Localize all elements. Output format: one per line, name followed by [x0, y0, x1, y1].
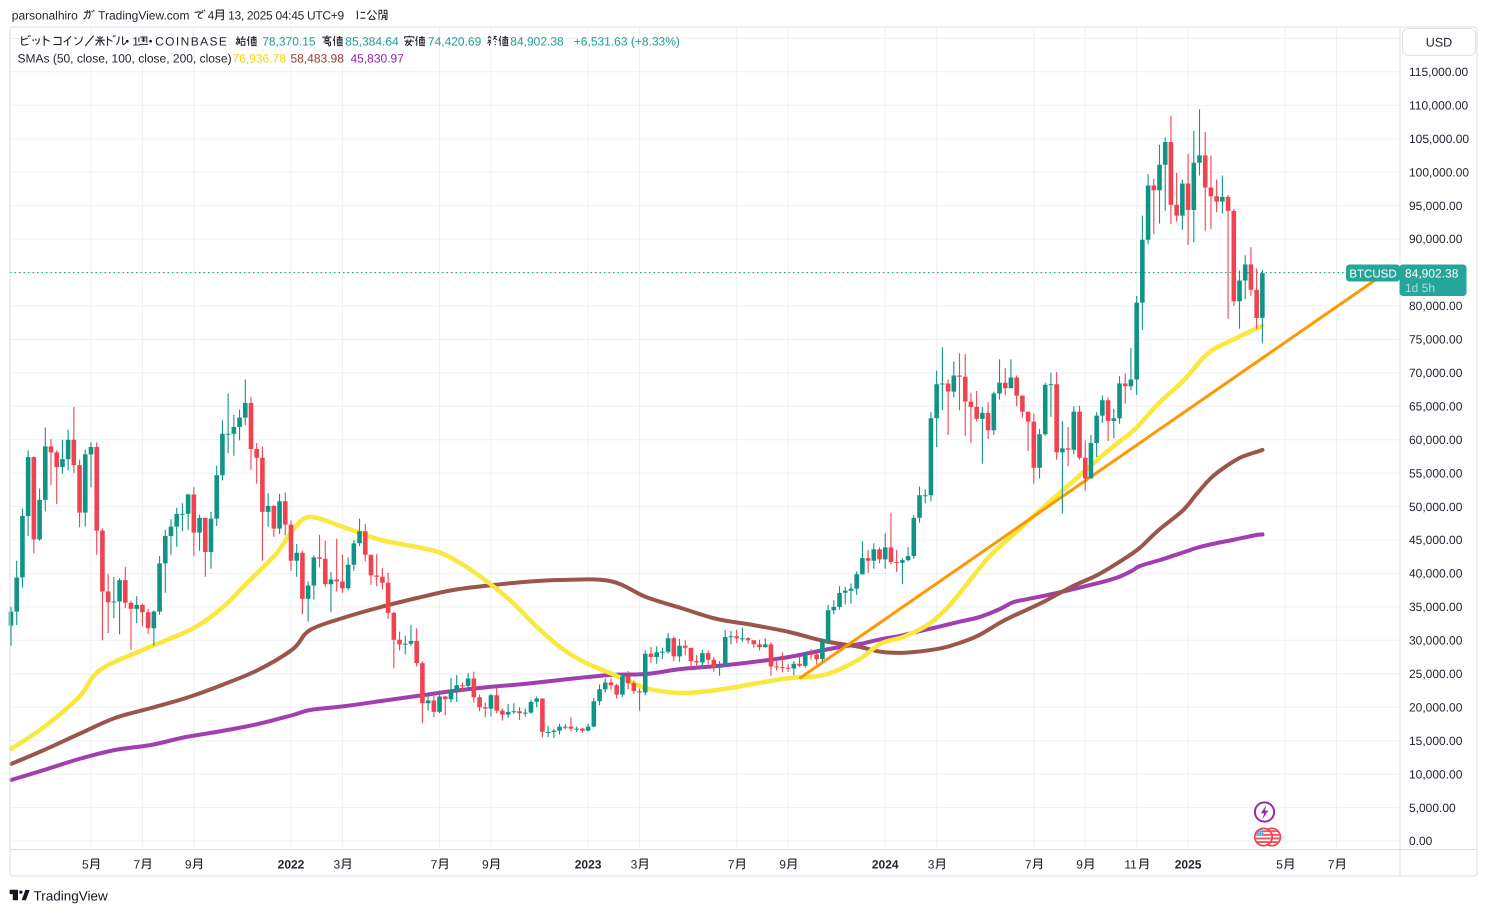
svg-text:5: 5 — [1276, 858, 1283, 872]
svg-text:60,000.00: 60,000.00 — [1409, 433, 1463, 447]
svg-text:5,000.00: 5,000.00 — [1409, 801, 1456, 815]
svg-text:76,936.78: 76,936.78 — [233, 52, 287, 66]
svg-text:USD: USD — [1426, 36, 1452, 50]
svg-text:3: 3 — [928, 858, 935, 872]
svg-text:2022: 2022 — [278, 858, 305, 872]
svg-text:5: 5 — [82, 858, 89, 872]
svg-text:15,000.00: 15,000.00 — [1409, 734, 1463, 748]
svg-text:40,000.00: 40,000.00 — [1409, 567, 1463, 581]
svg-text:78,370.15: 78,370.15 — [262, 35, 316, 49]
svg-text:3: 3 — [334, 858, 341, 872]
svg-text:7: 7 — [431, 858, 438, 872]
svg-text:30,000.00: 30,000.00 — [1409, 634, 1463, 648]
svg-text:9: 9 — [482, 858, 489, 872]
svg-text:2023: 2023 — [575, 858, 602, 872]
svg-text:2025: 2025 — [1175, 858, 1202, 872]
svg-text:74,420.69: 74,420.69 — [428, 35, 482, 49]
svg-text:4: 4 — [208, 9, 215, 23]
svg-text:35,000.00: 35,000.00 — [1409, 600, 1463, 614]
svg-text:70,000.00: 70,000.00 — [1409, 366, 1463, 380]
svg-text:2024: 2024 — [872, 858, 899, 872]
svg-text:9: 9 — [185, 858, 192, 872]
svg-text:7: 7 — [728, 858, 735, 872]
svg-text:85,384.64: 85,384.64 — [345, 35, 399, 49]
svg-text:COINBASE: COINBASE — [155, 35, 228, 49]
svg-text:65,000.00: 65,000.00 — [1409, 399, 1463, 413]
svg-text:1d 5h: 1d 5h — [1405, 281, 1435, 295]
svg-text:1: 1 — [132, 35, 139, 49]
svg-text:45,830.97: 45,830.97 — [351, 52, 405, 66]
svg-text:84,902.38: 84,902.38 — [1405, 266, 1459, 280]
svg-text:+6,531.63 (+8.33%): +6,531.63 (+8.33%) — [574, 35, 680, 49]
svg-text:50,000.00: 50,000.00 — [1409, 500, 1463, 514]
svg-text:100,000.00: 100,000.00 — [1409, 165, 1469, 179]
svg-text:TradingView: TradingView — [34, 888, 109, 903]
svg-text:13, 2025 04:45 UTC+9: 13, 2025 04:45 UTC+9 — [228, 9, 344, 23]
svg-text:105,000.00: 105,000.00 — [1409, 132, 1469, 146]
svg-text:75,000.00: 75,000.00 — [1409, 333, 1463, 347]
svg-text:20,000.00: 20,000.00 — [1409, 700, 1463, 714]
svg-text:10,000.00: 10,000.00 — [1409, 767, 1463, 781]
svg-text:58,483.98: 58,483.98 — [291, 52, 345, 66]
svg-text:80,000.00: 80,000.00 — [1409, 299, 1463, 313]
svg-text:parsonalhiro: parsonalhiro — [12, 9, 78, 23]
svg-text:84,902.38: 84,902.38 — [510, 35, 564, 49]
svg-text:3: 3 — [631, 858, 638, 872]
svg-text:9: 9 — [779, 858, 786, 872]
svg-text:7: 7 — [134, 858, 141, 872]
svg-text:7: 7 — [1328, 858, 1335, 872]
svg-text:25,000.00: 25,000.00 — [1409, 667, 1463, 681]
svg-text:115,000.00: 115,000.00 — [1409, 65, 1468, 79]
svg-text:BTCUSD: BTCUSD — [1349, 268, 1396, 280]
svg-text:0.00: 0.00 — [1409, 834, 1433, 848]
svg-text:45,000.00: 45,000.00 — [1409, 533, 1463, 547]
svg-text:90,000.00: 90,000.00 — [1409, 232, 1463, 246]
svg-text:SMAs (50, close, 100, close, 2: SMAs (50, close, 100, close, 200, close) — [18, 52, 232, 66]
svg-text:TradingView.com: TradingView.com — [98, 9, 189, 23]
svg-text:11: 11 — [1124, 858, 1137, 872]
svg-text:110,000.00: 110,000.00 — [1409, 99, 1468, 113]
svg-text:95,000.00: 95,000.00 — [1409, 199, 1463, 213]
svg-text:7: 7 — [1025, 858, 1032, 872]
svg-text:55,000.00: 55,000.00 — [1409, 466, 1463, 480]
svg-text:9: 9 — [1076, 858, 1083, 872]
